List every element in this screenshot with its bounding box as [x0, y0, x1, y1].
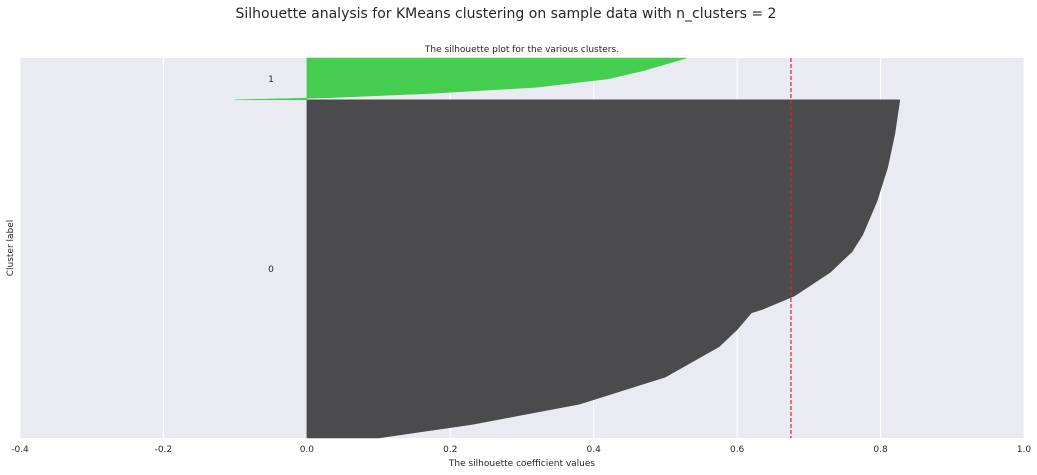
x-tick-label: 0.0 — [300, 445, 315, 455]
figure-suptitle: Silhouette analysis for KMeans clusterin… — [236, 6, 777, 22]
x-tick-label: 0.6 — [730, 445, 745, 455]
x-tick-label: -0.2 — [155, 445, 173, 455]
x-tick-label: 0.4 — [587, 445, 602, 455]
x-tick-label: 0.2 — [443, 445, 457, 455]
cluster-label-1: 1 — [268, 75, 274, 85]
y-axis-label: Cluster label — [6, 220, 16, 277]
x-tick-label: 1.0 — [1017, 445, 1032, 455]
cluster-areas — [235, 57, 901, 439]
x-axis-label: The silhouette coefficient values — [448, 459, 596, 469]
x-tick-label: 0.8 — [873, 445, 888, 455]
cluster-0-silhouette-area — [306, 99, 901, 439]
axes-title: The silhouette plot for the various clus… — [424, 45, 619, 55]
cluster-labels: 01 — [268, 75, 274, 275]
cluster-1-silhouette-area — [235, 57, 687, 101]
x-tick-label: -0.4 — [11, 445, 29, 455]
cluster-label-0: 0 — [268, 265, 274, 275]
x-tick-labels: -0.4 -0.2 0.0 0.2 0.4 0.6 0.8 1.0 — [11, 445, 1031, 455]
